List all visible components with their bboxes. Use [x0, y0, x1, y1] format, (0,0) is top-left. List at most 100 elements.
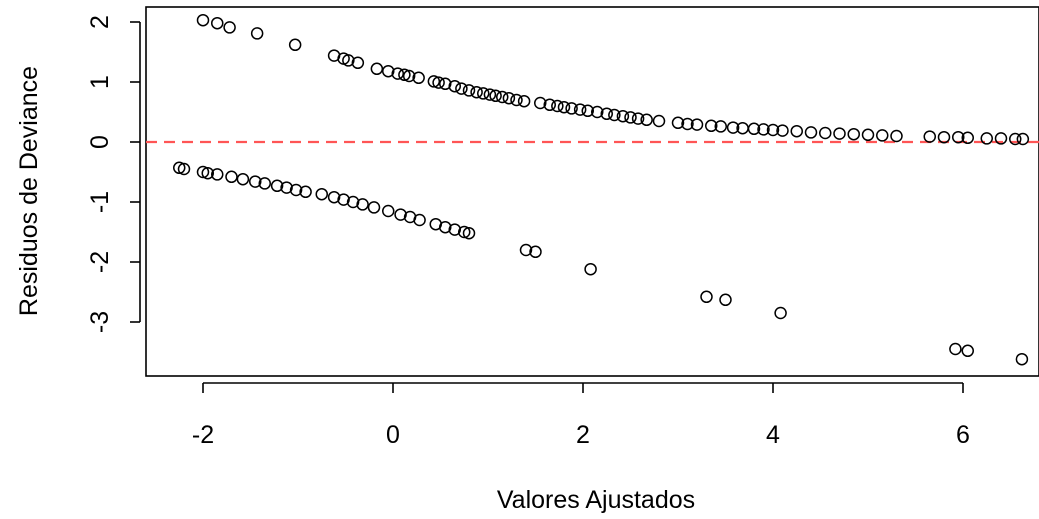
- data-point: [225, 170, 238, 184]
- data-point: [201, 166, 214, 180]
- data-point: [980, 132, 993, 145]
- data-point: [652, 114, 666, 128]
- data-point: [337, 193, 350, 206]
- x-tick-label: 6: [956, 421, 970, 449]
- y-axis: -3 -2 -1 0 1 2: [86, 15, 141, 333]
- data-point: [861, 128, 875, 142]
- data-point: [448, 79, 461, 93]
- y-tick-label: -2: [86, 251, 114, 273]
- data-point: [551, 99, 564, 113]
- data-point: [631, 112, 645, 125]
- data-point: [196, 165, 210, 179]
- data-point: [455, 82, 468, 95]
- data-point: [211, 168, 224, 181]
- data-point: [342, 54, 355, 67]
- data-point: [477, 87, 490, 100]
- data-point: [196, 13, 210, 27]
- data-point: [719, 293, 732, 307]
- data-point: [747, 122, 761, 136]
- data-point: [923, 130, 936, 143]
- data-point: [391, 67, 404, 80]
- data-point: [952, 130, 965, 144]
- data-point: [211, 16, 224, 30]
- data-point: [346, 195, 360, 209]
- data-point: [640, 113, 653, 127]
- data-point: [949, 342, 962, 356]
- data-point: [250, 27, 264, 40]
- data-point: [1009, 132, 1022, 146]
- x-axis: -2 0 2 4 6: [192, 382, 970, 449]
- data-point: [517, 94, 531, 108]
- data-point: [236, 172, 250, 186]
- data-point: [439, 220, 452, 234]
- data-point: [496, 90, 509, 104]
- data-point: [961, 344, 974, 358]
- data-point: [584, 262, 597, 276]
- data-point: [394, 208, 407, 221]
- data-point: [439, 77, 452, 91]
- data-point: [412, 71, 425, 85]
- data-point: [573, 103, 587, 116]
- data-point: [833, 127, 846, 140]
- x-axis-label: Valores Ajustados: [497, 486, 695, 514]
- data-point: [427, 75, 441, 88]
- data-point: [600, 107, 613, 121]
- data-point: [413, 213, 426, 227]
- data-point: [299, 185, 312, 199]
- data-point: [774, 306, 787, 320]
- data-point: [961, 131, 974, 145]
- data-point: [315, 187, 328, 201]
- data-point: [382, 204, 395, 218]
- data-point: [890, 129, 903, 143]
- data-point: [288, 38, 302, 52]
- data-point: [462, 84, 476, 97]
- data-point: [370, 62, 384, 76]
- data-point: [565, 102, 578, 115]
- y-axis-label: Residuos de Deviance: [15, 66, 43, 316]
- data-point: [382, 64, 395, 78]
- data-point: [280, 181, 293, 194]
- x-tick-label: 2: [576, 421, 590, 449]
- data-point: [776, 124, 789, 137]
- data-point: [700, 290, 713, 304]
- y-tick-label: 0: [86, 135, 114, 149]
- data-point: [270, 179, 284, 193]
- y-tick-label: -3: [86, 311, 114, 333]
- data-point: [766, 123, 780, 137]
- data-point: [581, 104, 594, 118]
- plot-frame: [145, 6, 1039, 377]
- data-point: [289, 183, 303, 197]
- data-point: [249, 175, 262, 188]
- y-tick-label: -1: [86, 191, 114, 213]
- data-point: [519, 243, 533, 257]
- data-point: [173, 161, 186, 175]
- data-point: [402, 69, 416, 83]
- data-point: [757, 123, 770, 136]
- data-point: [351, 56, 365, 70]
- data-point: [489, 89, 502, 103]
- data-point: [529, 245, 542, 259]
- data-point: [432, 76, 445, 89]
- data-points: [173, 13, 1030, 366]
- data-point: [448, 223, 461, 236]
- data-point: [790, 124, 803, 138]
- data-point: [624, 111, 637, 124]
- data-point: [804, 126, 818, 139]
- data-point: [398, 68, 411, 82]
- y-tick-label: 1: [86, 75, 114, 89]
- data-point: [847, 127, 860, 141]
- data-point: [819, 126, 832, 140]
- data-point: [994, 132, 1008, 145]
- data-point: [510, 93, 523, 107]
- data-point: [470, 85, 483, 99]
- data-point: [458, 225, 471, 239]
- data-point: [616, 109, 630, 123]
- data-point: [557, 100, 571, 114]
- data-point: [483, 88, 497, 101]
- data-point: [462, 226, 476, 240]
- x-tick-label: 4: [766, 421, 780, 449]
- data-point: [367, 201, 381, 214]
- data-point: [876, 129, 889, 142]
